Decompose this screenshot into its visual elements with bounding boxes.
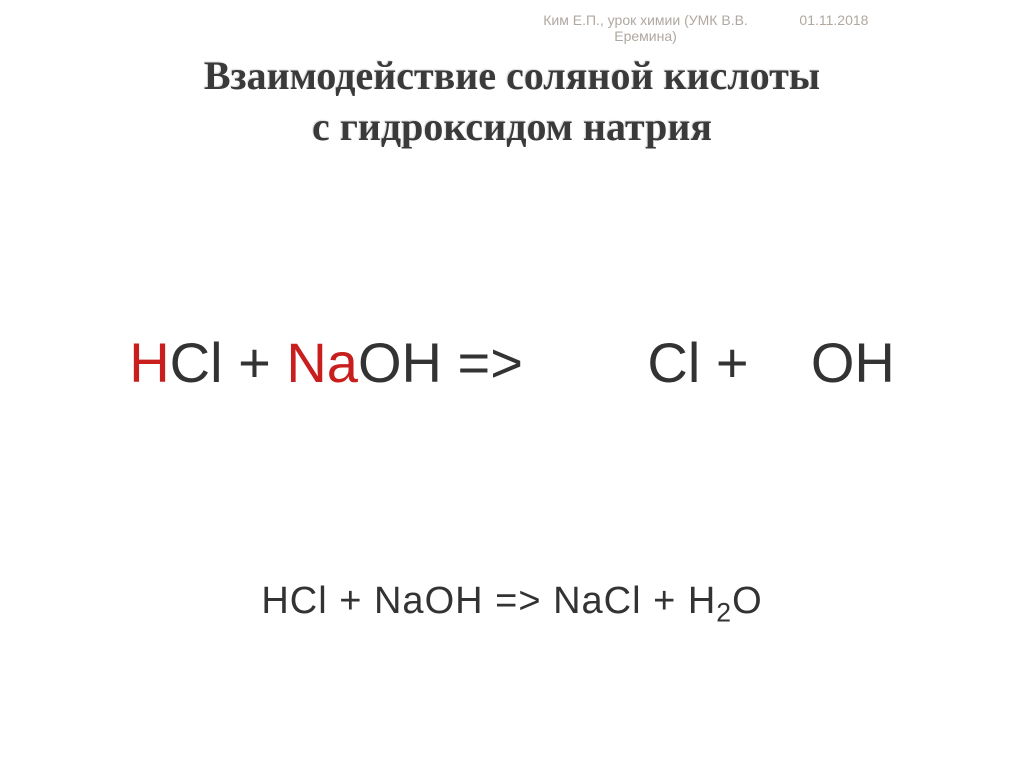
eq-result-suffix: O bbox=[732, 580, 763, 622]
eq-cl2: Cl bbox=[647, 331, 700, 394]
header-author-line1: Ким Е.П., урок химии (УМК В.В. bbox=[543, 12, 748, 28]
eq-result-prefix: HCl + NaOH => NaCl + H bbox=[261, 580, 716, 622]
title-line1: Взаимодействие соляной кислоты bbox=[204, 53, 820, 98]
eq-plus1: + bbox=[223, 331, 287, 394]
eq-arrow: => bbox=[442, 331, 539, 394]
eq-plus2: + bbox=[700, 331, 764, 394]
eq-gap2 bbox=[764, 331, 811, 394]
header-author-line2: Еремина) bbox=[614, 28, 677, 44]
title-line2: с гидроксидом натрия bbox=[0, 103, 1024, 150]
eq-na: Na bbox=[286, 331, 358, 394]
eq-oh: OH bbox=[358, 331, 442, 394]
header-date: 01.11.2018 bbox=[799, 12, 868, 28]
header-meta: Ким Е.П., урок химии (УМК В.В. Еремина) … bbox=[0, 12, 1024, 44]
equation-main: HCl + NaOH => Cl + OH bbox=[0, 330, 1024, 395]
equation-result: HCl + NaOH => NaCl + H2O bbox=[0, 580, 1024, 629]
eq-cl: Cl bbox=[170, 331, 223, 394]
eq-h: H bbox=[129, 331, 169, 394]
eq-oh2: OH bbox=[811, 331, 895, 394]
header-author: Ким Е.П., урок химии (УМК В.В. Еремина) bbox=[516, 12, 776, 44]
eq-gap bbox=[538, 331, 647, 394]
eq-result-sub: 2 bbox=[716, 598, 732, 628]
slide-title: Взаимодействие соляной кислоты с гидрокс… bbox=[0, 52, 1024, 150]
